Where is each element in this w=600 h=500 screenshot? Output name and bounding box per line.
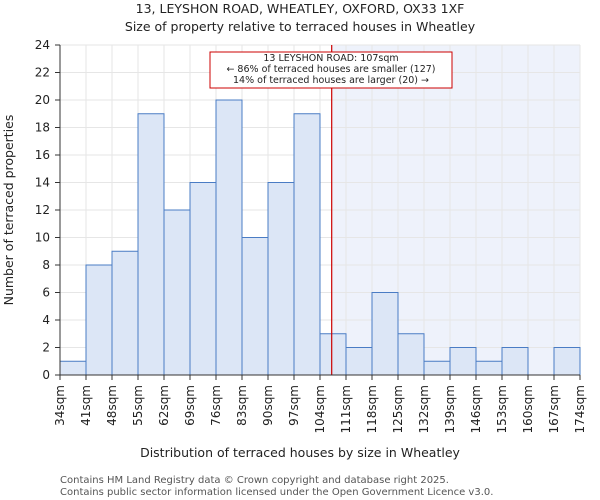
footer-line-2: Contains public sector information licen…: [60, 487, 493, 498]
bar: [267, 182, 295, 376]
bar: [449, 347, 477, 376]
x-tick-label: 167sqm: [547, 385, 561, 433]
bar: [163, 209, 191, 376]
bars-layer: [59, 99, 581, 376]
annotation-box: 13 LEYSHON ROAD: 107sqm ← 86% of terrace…: [209, 51, 453, 89]
x-tick-label: 111sqm: [339, 385, 353, 433]
footer-line-1: Contains HM Land Registry data © Crown c…: [60, 475, 449, 486]
x-tick-label: 125sqm: [391, 385, 405, 433]
bar: [371, 292, 399, 376]
x-tick-label: 69sqm: [183, 385, 197, 426]
bar: [397, 333, 425, 376]
x-tick-label: 83sqm: [235, 385, 249, 426]
bar: [85, 264, 113, 376]
y-tick-label: 10: [35, 231, 50, 245]
chart-title: 13, LEYSHON ROAD, WHEATLEY, OXFORD, OX33…: [136, 1, 465, 16]
y-tick-label: 12: [35, 203, 50, 217]
x-tick-label: 97sqm: [287, 385, 301, 426]
bar: [345, 347, 373, 376]
y-tick-label: 6: [42, 286, 50, 300]
y-tick-label: 22: [35, 66, 50, 80]
x-tick-label: 34sqm: [53, 385, 67, 426]
x-axis-label: Distribution of terraced houses by size …: [140, 445, 460, 460]
y-tick-label: 20: [35, 93, 50, 107]
x-tick-label: 139sqm: [443, 385, 457, 433]
y-axis-label: Number of terraced properties: [1, 115, 16, 306]
x-tick-label: 153sqm: [495, 385, 509, 433]
x-tick-label: 104sqm: [313, 385, 327, 433]
annotation-line-2: ← 86% of terraced houses are smaller (12…: [226, 64, 435, 75]
annotation-line-1: 13 LEYSHON ROAD: 107sqm: [263, 53, 398, 64]
x-tick-label: 55sqm: [131, 385, 145, 426]
x-tick-label: 90sqm: [261, 385, 275, 426]
bar: [423, 360, 451, 376]
bar: [475, 360, 503, 376]
bar: [59, 360, 87, 376]
y-tick-label: 2: [42, 341, 50, 355]
bar: [319, 333, 347, 376]
y-tick-label: 8: [42, 258, 50, 272]
x-tick-label: 174sqm: [573, 385, 587, 433]
bar: [111, 250, 139, 376]
x-tick-label: 48sqm: [105, 385, 119, 426]
y-tick-label: 0: [42, 368, 50, 382]
x-tick-label: 41sqm: [79, 385, 93, 426]
y-tick-label: 18: [35, 121, 50, 135]
y-tick-label: 14: [35, 176, 50, 190]
x-tick-label: 132sqm: [417, 385, 431, 433]
x-ticks: 34sqm 41sqm 48sqm 55sqm 62sqm 69sqm 76sqm 83sqm…: [53, 375, 587, 433]
bar: [293, 113, 321, 376]
y-tick-label: 24: [35, 38, 50, 52]
y-tick-label: 4: [42, 313, 50, 327]
annotation-rect: [209, 51, 453, 89]
x-tick-label: 118sqm: [365, 385, 379, 433]
bar: [241, 237, 269, 376]
bar: [189, 182, 217, 376]
x-tick-label: 146sqm: [469, 385, 483, 433]
bar: [215, 99, 243, 376]
annotation-line-3: 14% of terraced houses are larger (20) →: [233, 75, 429, 86]
x-tick-label: 62sqm: [157, 385, 171, 426]
bar: [501, 347, 529, 376]
x-tick-label: 76sqm: [209, 385, 223, 426]
x-tick-label: 160sqm: [521, 385, 535, 433]
chart-subtitle: Size of property relative to terraced ho…: [125, 19, 476, 34]
bar: [553, 347, 581, 376]
y-tick-label: 16: [35, 148, 50, 162]
bar: [137, 113, 165, 376]
